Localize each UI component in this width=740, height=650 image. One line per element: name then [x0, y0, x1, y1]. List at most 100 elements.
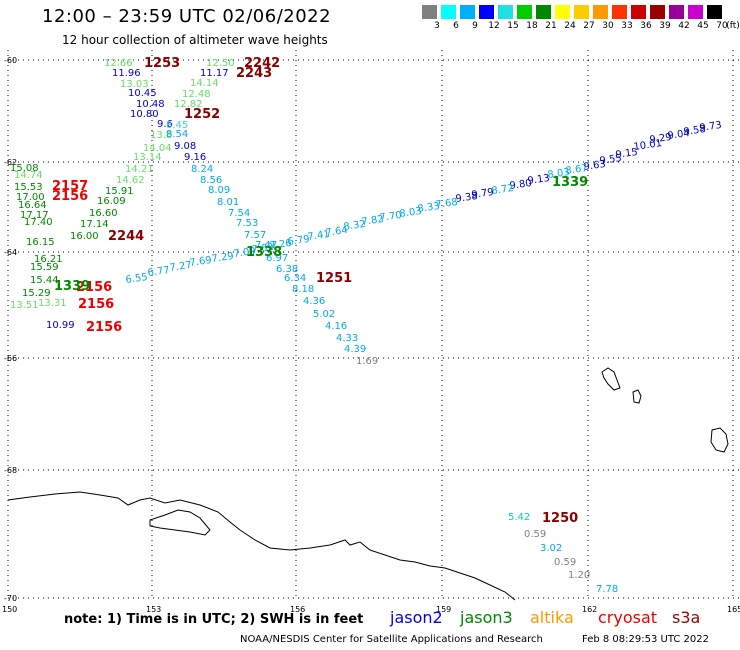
land-outlines: [7, 367, 729, 601]
scale-label: 30: [602, 21, 614, 31]
wave-height-value: 8.24: [191, 164, 213, 175]
wave-height-value: 7.47: [255, 240, 277, 251]
wave-height-value: 8.09: [208, 185, 230, 196]
wave-height-value: 10.99: [46, 320, 75, 331]
wave-height-value: 17.00: [16, 192, 45, 203]
wave-height-value: 8.54: [166, 129, 188, 140]
wave-height-value: 7.41: [307, 229, 331, 243]
wave-height-value: 16.64: [18, 200, 47, 211]
wave-height-value: 12.48: [182, 89, 211, 100]
wave-height-value: 9.73: [699, 120, 723, 134]
wave-height-value: 16.15: [26, 237, 55, 248]
scale-swatch: [460, 5, 475, 19]
wave-height-value: 13.51: [10, 300, 39, 311]
wave-height-value: 4.33: [336, 333, 358, 344]
pass-time-label: 1250: [542, 511, 578, 526]
wave-height-value: 6.34: [284, 273, 306, 284]
wave-height-value: 7.64: [325, 225, 349, 239]
wave-height-value: 7.57: [244, 230, 266, 241]
pass-time-label: 2157: [52, 179, 88, 194]
latitude-tick-label: -70: [4, 594, 17, 603]
wave-height-value: 10.80: [130, 109, 159, 120]
wave-height-value: 0.59: [554, 557, 576, 568]
wave-height-value: 9.08: [174, 141, 196, 152]
wave-height-value: 5.42: [508, 512, 530, 523]
scale-label: 39: [659, 21, 671, 31]
pass-time-label: 2242: [244, 56, 280, 71]
latitude-tick-label: -60: [4, 56, 17, 65]
wave-height-value: 9.80: [509, 178, 533, 192]
wave-height-value: 9.16: [184, 152, 206, 163]
wave-height-value: 4.36: [303, 296, 325, 307]
longitude-tick-label: 162: [582, 605, 597, 614]
wave-height-value: 16.09: [97, 196, 126, 207]
scale-swatch: [669, 5, 684, 19]
wave-height-value: 9.15: [615, 147, 639, 161]
scale-swatch: [650, 5, 665, 19]
wave-height-value: 13.03: [120, 79, 149, 90]
scale-label: 15: [507, 21, 519, 31]
wave-height-value: 8.18: [292, 284, 314, 295]
latitude-tick-label: -68: [4, 466, 17, 475]
latitude-tick-label: -66: [4, 354, 17, 363]
scale-label: 6: [453, 21, 459, 31]
scale-label: 12: [488, 21, 500, 31]
scale-label: 45: [697, 21, 709, 31]
wave-height-value: 6.55: [125, 272, 149, 286]
wave-height-value: 15.29: [22, 288, 51, 299]
scale-swatch: [498, 5, 513, 19]
wave-height-value: 7.68: [435, 197, 459, 211]
wave-height-value: 9.38: [455, 191, 479, 205]
wave-height-value: 12.66: [104, 58, 133, 69]
scale-label: 24: [564, 21, 576, 31]
wave-height-value: 9.13: [527, 173, 551, 187]
wave-height-value: 10.45: [128, 88, 157, 99]
wave-height-value: 8.03: [399, 206, 423, 220]
pass-time-label: 2156: [78, 297, 114, 312]
satellite-legend-jason2: jason2: [390, 608, 443, 627]
wave-height-value: 15.59: [30, 262, 59, 273]
wave-height-value: 13.31: [38, 298, 67, 309]
wave-height-value: 9.58: [683, 124, 707, 138]
scale-swatch: [422, 5, 437, 19]
wave-height-value: 16.60: [89, 208, 118, 219]
scale-swatch: [574, 5, 589, 19]
wave-height-value: 7.26: [269, 238, 293, 252]
wave-height-value: 14.04: [143, 143, 172, 154]
scale-label: 36: [640, 21, 652, 31]
pass-time-label: 2156: [76, 280, 112, 295]
satellite-legend-cryosat: cryosat: [598, 608, 658, 627]
pass-time-label: 2244: [108, 229, 144, 244]
scale-label: 33: [621, 21, 633, 31]
longitude-tick-label: 165: [727, 605, 740, 614]
pass-time-label: 2156: [86, 320, 122, 335]
pass-time-label: 1338: [246, 245, 282, 260]
wave-height-value: 14.62: [116, 175, 145, 186]
scale-swatch: [536, 5, 551, 19]
wave-height-value: 6.97: [266, 253, 288, 264]
pass-time-label: 1252: [184, 107, 220, 122]
scale-label: 27: [583, 21, 595, 31]
wave-height-value: 13.14: [133, 152, 162, 163]
satellite-legend-s3a: s3a: [672, 608, 701, 627]
wave-height-value: 8.45: [166, 120, 188, 131]
wave-height-value: 8.03: [547, 167, 571, 181]
wave-height-value: 11.17: [200, 68, 229, 79]
longitude-tick-label: 150: [2, 605, 17, 614]
wave-height-value: 11.96: [112, 68, 141, 79]
wave-height-value: 7.29: [211, 251, 235, 265]
wave-height-value: 12.82: [174, 99, 203, 110]
scale-label: 42: [678, 21, 690, 31]
scale-label: 70: [716, 21, 728, 31]
wave-height-value: 10.48: [136, 99, 165, 110]
generation-timestamp: Feb 8 08:29:53 UTC 2022: [582, 634, 709, 645]
wave-height-value: 3.02: [540, 543, 562, 554]
wave-height-value: 4.16: [325, 321, 347, 332]
wave-height-value: 8.56: [200, 175, 222, 186]
pass-time-label: 2156: [52, 189, 88, 204]
satellite-legend-altika: altika: [530, 608, 574, 627]
longitude-tick-label: 153: [146, 605, 161, 614]
wave-height-value: 6.77: [147, 265, 171, 279]
